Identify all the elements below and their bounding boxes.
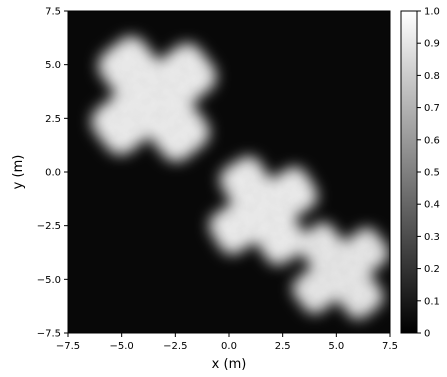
- y-tick-label: −5.0: [37, 275, 61, 286]
- colorbar-tick-label: 0.5: [424, 168, 440, 179]
- x-tick-label: 7.5: [382, 341, 398, 352]
- x-tick-label: 5.0: [328, 341, 344, 352]
- y-tick-label: −2.5: [37, 221, 61, 232]
- colorbar-tick-label: 1.0: [424, 7, 440, 18]
- heatmap-noise: [68, 11, 390, 333]
- colorbar-tick-label: 0.7: [424, 103, 440, 114]
- x-tick-label: −2.5: [163, 341, 187, 352]
- colorbar-tick-label: 0.3: [424, 232, 440, 243]
- colorbar-tick-label: 0.4: [424, 200, 440, 211]
- colorbar-tick-label: 0.6: [424, 135, 440, 146]
- y-axis-title: y (m): [11, 155, 26, 190]
- y-tick-label: −7.5: [37, 329, 61, 340]
- colorbar-tick-label: 0.1: [424, 296, 440, 307]
- colorbar-tick-label: 0: [424, 329, 430, 340]
- y-tick-label: 0.0: [45, 168, 61, 179]
- x-tick-label: −5.0: [110, 341, 134, 352]
- heatmap-plot-area: [68, 11, 390, 333]
- x-tick-label: 2.5: [275, 341, 291, 352]
- y-axis-ticks: −7.5 −5.0 −2.5 0.0 2.5 5.0 7.5: [37, 7, 68, 340]
- colorbar-ticks: 0 0.1 0.2 0.3 0.4 0.5 0.6 0.7 0.8 0.9 1.0: [417, 7, 440, 340]
- colorbar-tick-label: 0.9: [424, 39, 440, 50]
- colorbar: 0 0.1 0.2 0.3 0.4 0.5 0.6 0.7 0.8 0.9 1.0: [400, 7, 440, 340]
- x-tick-label: −7.5: [56, 341, 80, 352]
- y-tick-label: 7.5: [45, 7, 61, 18]
- x-axis-title: x (m): [212, 357, 247, 372]
- y-tick-label: 2.5: [45, 114, 61, 125]
- x-axis-ticks: −7.5 −5.0 −2.5 0.0 2.5 5.0 7.5: [56, 333, 398, 352]
- y-tick-label: 5.0: [45, 60, 61, 71]
- x-tick-label: 0.0: [221, 341, 237, 352]
- colorbar-gradient: [400, 10, 418, 334]
- colorbar-tick-label: 0.8: [424, 71, 440, 82]
- colorbar-tick-label: 0.2: [424, 264, 440, 275]
